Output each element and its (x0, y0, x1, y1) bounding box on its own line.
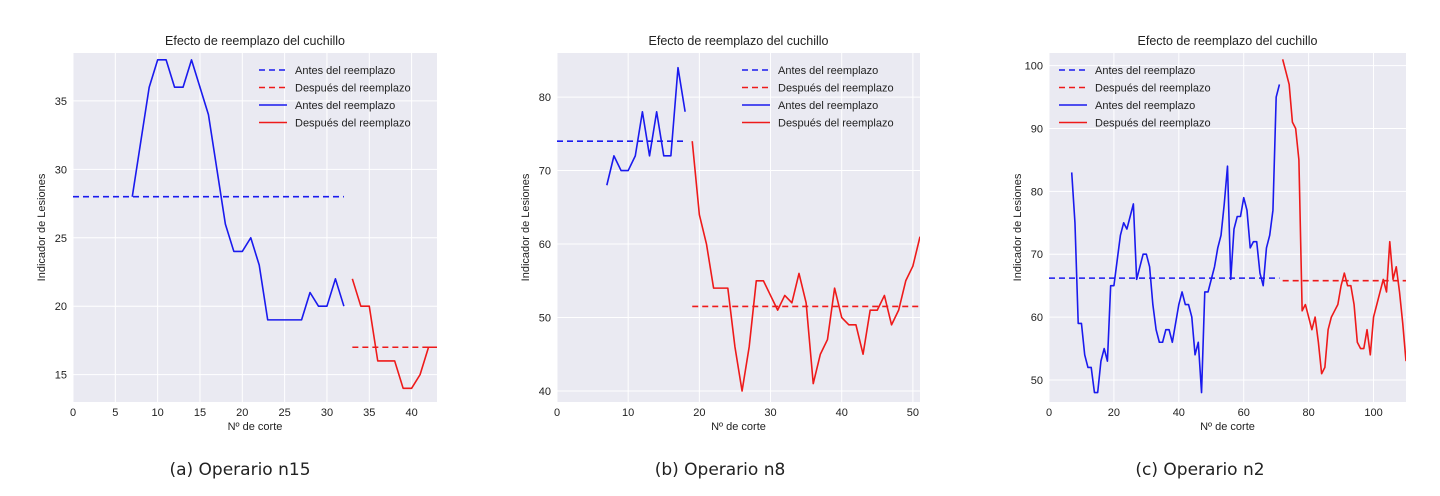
y-tick-label-c: 50 (1031, 375, 1043, 387)
x-tick-label-a: 25 (279, 407, 291, 419)
plot-area-a (73, 53, 437, 402)
legend-label-c-2: Antes del reemplazo (1095, 100, 1195, 112)
chart-svg-a: 0 5 10 15 20 25 30 35 40 15 20 25 30 35 Efecto de reem… (36, 34, 437, 433)
x-tick-label-c: 0 (1046, 407, 1052, 419)
x-tick-label-a: 20 (236, 407, 248, 419)
caption-c: (c) Operario n2 (1135, 460, 1265, 480)
y-tick-label-c: 70 (1031, 249, 1043, 261)
series-line-c-2 (1070, 84, 1281, 394)
caption-a: (a) Operario n15 (169, 460, 311, 480)
legend-label-b-0: Antes del reemplazo (778, 65, 878, 77)
y-tick-label-a: 30 (55, 164, 67, 176)
plot-area-b (557, 53, 920, 402)
chart-title-a: Efecto de reemplazo del cuchillo (165, 34, 345, 48)
x-tick-label-a: 40 (405, 407, 417, 419)
legend-label-b-1: Después del reemplazo (778, 83, 894, 95)
x-tick-label-c: 100 (1364, 407, 1382, 419)
legend-label-a-2: Antes del reemplazo (295, 100, 395, 112)
series-line-b-2 (606, 66, 686, 186)
y-axis-label-b: Indicador de Lesiones (520, 173, 532, 281)
chart-panel-c: 0 20 40 60 80 100 50 60 70 80 90 100 Efecto de reemp… (960, 0, 1440, 496)
x-axis-label-a: Nº de corte (228, 421, 283, 433)
x-tick-label-c: 20 (1108, 407, 1120, 419)
legend-label-b-3: Después del reemplazo (778, 118, 894, 130)
chart-title-b: Efecto de reemplazo del cuchillo (649, 34, 829, 48)
series-line-c-3 (1281, 59, 1406, 375)
x-axis-label-b: Nº de corte (711, 421, 766, 433)
series-line-a-2 (131, 59, 345, 321)
x-tick-label-b: 30 (764, 407, 776, 419)
series-line-b-3 (691, 141, 920, 392)
x-tick-label-c: 60 (1238, 407, 1250, 419)
x-tick-label-c: 40 (1173, 407, 1185, 419)
y-tick-label-a: 15 (55, 370, 67, 382)
legend-label-c-0: Antes del reemplazo (1095, 65, 1195, 77)
y-tick-label-b: 80 (539, 92, 551, 104)
x-tick-label-a: 35 (363, 407, 375, 419)
y-tick-label-c: 100 (1025, 61, 1043, 73)
x-tick-label-b: 10 (622, 407, 634, 419)
y-tick-label-a: 35 (55, 96, 67, 108)
x-tick-label-b: 50 (907, 407, 919, 419)
x-tick-label-a: 5 (112, 407, 118, 419)
caption-b: (b) Operario n8 (654, 460, 786, 480)
legend-label-a-3: Después del reemplazo (295, 118, 411, 130)
y-tick-label-a: 25 (55, 233, 67, 245)
y-axis-label-a: Indicador de Lesiones (36, 173, 48, 281)
legend-label-a-1: Después del reemplazo (295, 83, 411, 95)
chart-panel-a: 0 5 10 15 20 25 30 35 40 15 20 25 30 35 Efecto de reem… (0, 0, 480, 496)
chart-title-c: Efecto de reemplazo del cuchillo (1138, 34, 1318, 48)
x-tick-label-b: 0 (554, 407, 560, 419)
y-tick-label-c: 60 (1031, 312, 1043, 324)
x-tick-label-c: 80 (1303, 407, 1315, 419)
y-tick-label-b: 60 (539, 239, 551, 251)
legend-label-b-2: Antes del reemplazo (778, 100, 878, 112)
x-tick-label-a: 15 (194, 407, 206, 419)
series-line-a-3 (351, 278, 437, 390)
legend-label-a-0: Antes del reemplazo (295, 65, 395, 77)
y-tick-label-b: 40 (539, 386, 551, 398)
y-tick-label-c: 80 (1031, 186, 1043, 198)
y-tick-label-a: 20 (55, 301, 67, 313)
y-axis-label-c: Indicador de Lesiones (1012, 173, 1024, 281)
x-tick-label-b: 20 (693, 407, 705, 419)
y-tick-label-b: 70 (539, 166, 551, 178)
y-tick-label-c: 90 (1031, 123, 1043, 135)
legend-label-c-1: Después del reemplazo (1095, 83, 1211, 95)
x-tick-label-a: 10 (152, 407, 164, 419)
y-tick-label-b: 50 (539, 313, 551, 325)
x-axis-label-c: Nº de corte (1200, 421, 1255, 433)
chart-svg-b: 0 10 20 30 40 50 40 50 60 70 80 Efecto de reemplazo… (520, 34, 920, 433)
legend-label-c-3: Después del reemplazo (1095, 118, 1211, 130)
chart-svg-c: 0 20 40 60 80 100 50 60 70 80 90 100 Efecto de reemp… (1012, 34, 1406, 433)
x-tick-label-a: 0 (70, 407, 76, 419)
x-tick-label-a: 30 (321, 407, 333, 419)
chart-panel-b: 0 10 20 30 40 50 40 50 60 70 80 Efecto de reemplazo… (480, 0, 960, 496)
x-tick-label-b: 40 (836, 407, 848, 419)
